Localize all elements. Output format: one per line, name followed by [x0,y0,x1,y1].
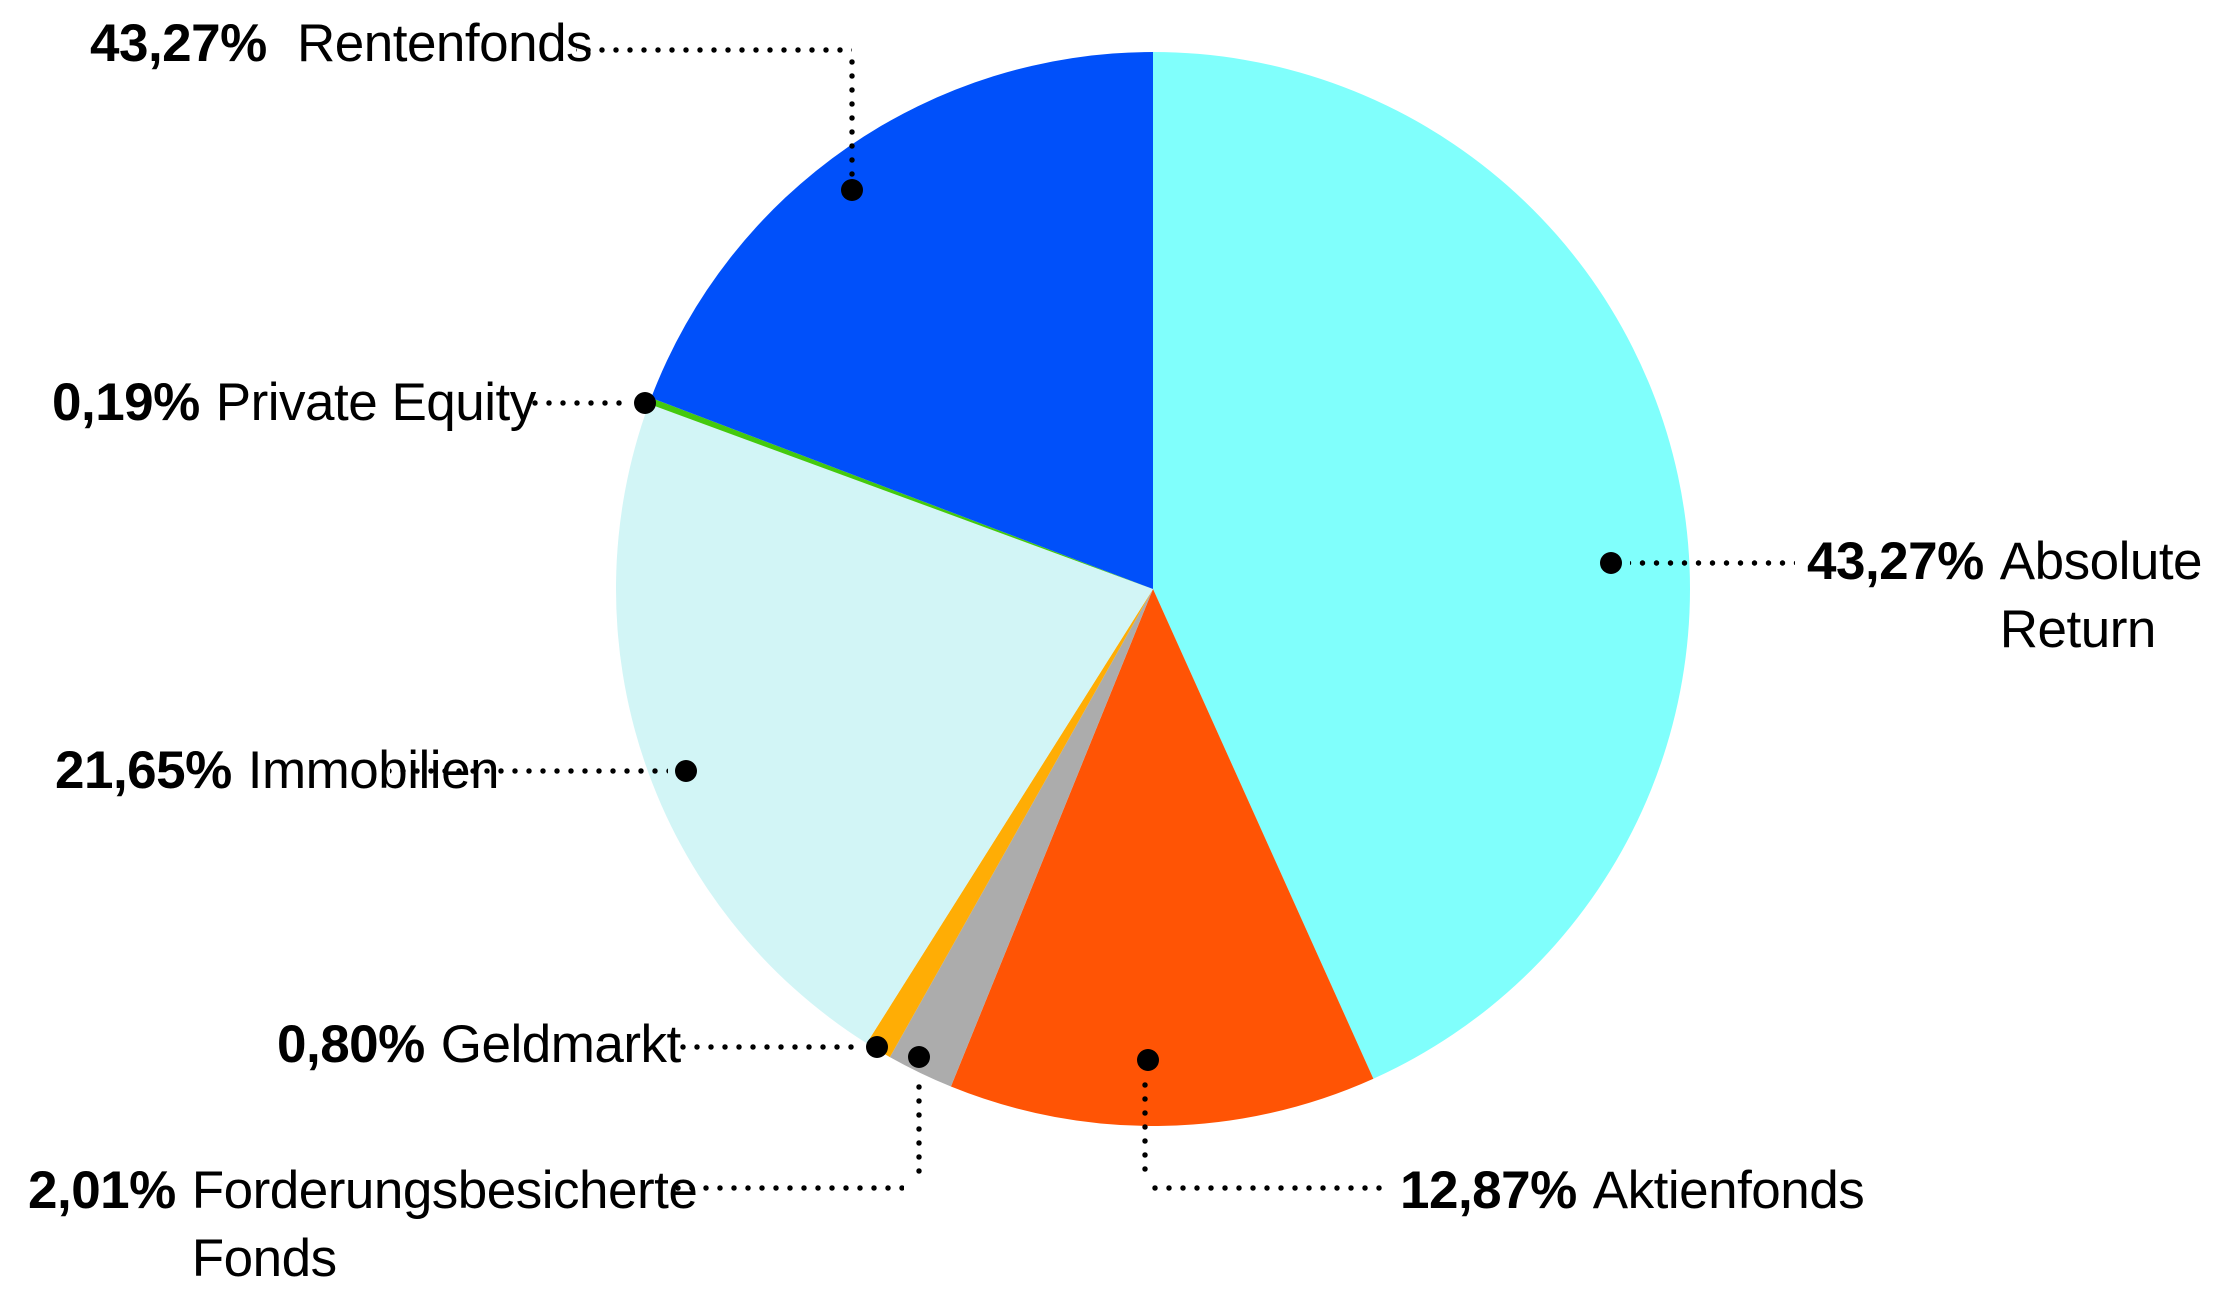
private-equity-percent: 0,19% [52,373,200,432]
leader-line-rentenfonds-v [849,58,855,178]
leader-dot-geldmarkt [866,1036,888,1058]
leader-dot-aktienfonds [1137,1049,1159,1071]
leader-dot-rentenfonds [841,179,863,201]
leader-dot-absolute-return [1600,552,1622,574]
private-equity-name: Private Equity [215,373,536,432]
absolute-return-name: Absolute Return [1999,532,2203,659]
leader-line-private-equity [524,400,630,406]
rentenfonds-percent: 43,27% [90,14,267,73]
geldmarkt-percent: 0,80% [277,1015,425,1074]
pie-slice-geldmarkt [866,589,1153,1058]
label-geldmarkt: 0,80% Geldmarkt [277,1011,681,1079]
rentenfonds-name: Rentenfonds [297,14,593,73]
pie-slice-aktienfonds [950,589,1374,1126]
label-rentenfonds: 43,27% Rentenfonds [90,10,593,78]
leader-dot-immobilien [675,760,697,782]
leader-line-forderungsbesicherte-h [676,1185,904,1191]
leader-dot-forderungsbesicherte [908,1046,930,1068]
forderungsbesicherte-percent: 2,01% [28,1161,176,1220]
label-aktienfonds: 12,87% Aktienfonds [1400,1157,1865,1225]
pie-slice-absolute-return [1153,52,1690,1079]
aktienfonds-percent: 12,87% [1400,1161,1577,1220]
pie-slice-forderungsbesicherte-fonds [889,589,1153,1087]
pie-slice-immobilien [616,403,1153,1044]
pie-slice-rentenfonds [651,51,1153,589]
absolute-return-percent: 43,27% [1807,532,1984,591]
label-absolute-return: 43,27% Absolute Return [1807,528,2213,664]
leader-line-forderungsbesicherte-v [916,1076,922,1182]
leader-line-aktienfonds-h [1152,1185,1382,1191]
label-private-equity: 0,19% Private Equity [52,369,536,437]
leader-line-absolute-return [1630,560,1795,566]
leader-line-immobilien [390,768,668,774]
geldmarkt-name: Geldmarkt [440,1015,681,1074]
leader-dot-private-equity [634,392,656,414]
pie-slice-private-equity [648,397,1153,589]
leader-line-aktienfonds-v [1142,1074,1148,1180]
leader-line-geldmarkt [677,1044,857,1050]
aktienfonds-name: Aktienfonds [1592,1161,1865,1220]
forderungsbesicherte-name: Forderungsbesicherte Fonds [191,1161,698,1288]
immobilien-percent: 21,65% [55,741,232,800]
label-forderungsbesicherte-fonds: 2,01% Forderungsbesicherte Fonds [28,1157,792,1292]
leader-line-rentenfonds-h [576,47,852,53]
